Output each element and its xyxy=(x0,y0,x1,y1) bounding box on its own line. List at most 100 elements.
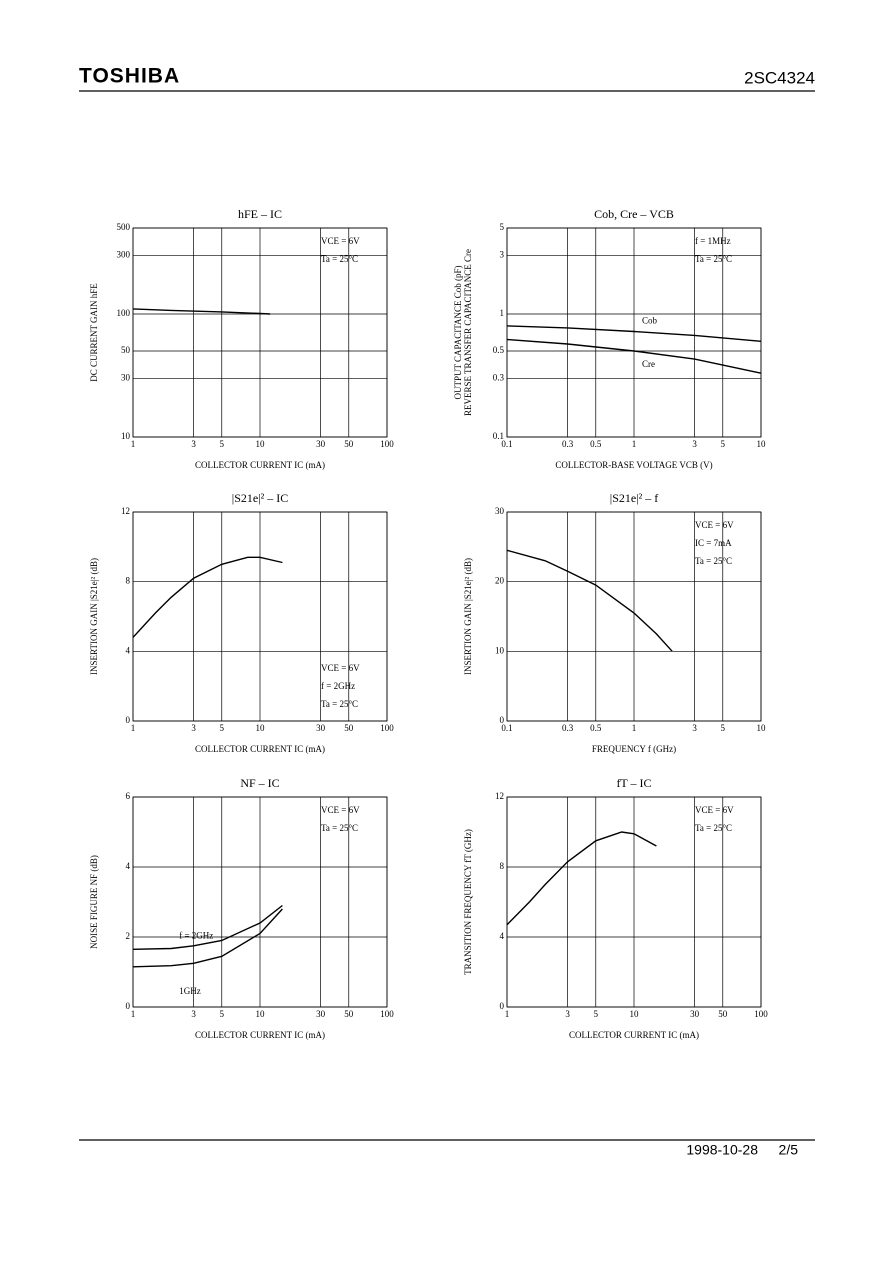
y-tick-label: 0 xyxy=(126,715,131,725)
curve xyxy=(132,308,271,315)
x-tick-label: 3 xyxy=(692,439,697,449)
y-tick-label: 2 xyxy=(126,931,131,941)
annotation: VCE = 6V xyxy=(321,805,360,815)
y-tick-label: 8 xyxy=(126,576,131,586)
x-tick-label: 10 xyxy=(757,723,767,733)
part-number: 2SC4324 xyxy=(744,68,815,87)
x-tick-label: 0.5 xyxy=(590,723,602,733)
y-tick-label: 12 xyxy=(121,506,130,516)
y-axis-label: INSERTION GAIN |S21e|² (dB) xyxy=(463,558,473,675)
y-tick-label: 4 xyxy=(126,861,131,871)
x-tick-label: 30 xyxy=(316,723,326,733)
x-axis-label: COLLECTOR CURRENT IC (mA) xyxy=(569,1030,699,1040)
x-tick-label: 3 xyxy=(692,723,697,733)
y-tick-label: 0 xyxy=(500,715,505,725)
x-tick-label: 100 xyxy=(380,723,394,733)
y-tick-label: 6 xyxy=(126,791,131,801)
curve xyxy=(132,908,283,968)
x-tick-label: 3 xyxy=(191,723,196,733)
y-tick-label: 0.1 xyxy=(493,431,504,441)
annotation: Ta = 25°C xyxy=(695,823,732,833)
x-tick-label: 0.3 xyxy=(562,439,574,449)
y-tick-label: 0 xyxy=(500,1001,505,1011)
y-tick-label: 500 xyxy=(117,222,131,232)
series-label: f = 2GHz xyxy=(179,931,213,941)
x-tick-label: 1 xyxy=(632,439,637,449)
x-tick-label: 50 xyxy=(344,1009,354,1019)
annotation: Ta = 25°C xyxy=(321,699,358,709)
series-label: Cre xyxy=(642,359,655,369)
x-axis-label: FREQUENCY f (GHz) xyxy=(592,744,676,754)
x-tick-label: 1 xyxy=(131,723,136,733)
x-tick-label: 10 xyxy=(256,1009,266,1019)
x-tick-label: 50 xyxy=(344,723,354,733)
y-tick-label: 0.3 xyxy=(493,372,505,382)
chart-title: NF – IC xyxy=(240,776,279,790)
curve xyxy=(506,549,673,652)
annotation: Ta = 25°C xyxy=(321,823,358,833)
footer-date: 1998-10-28 xyxy=(686,1142,758,1158)
y-tick-label: 1 xyxy=(500,308,505,318)
y-tick-label: 0.5 xyxy=(493,345,505,355)
curve xyxy=(132,556,283,638)
y-tick-label: 50 xyxy=(121,345,131,355)
x-tick-label: 10 xyxy=(757,439,767,449)
annotation: Ta = 25°C xyxy=(695,254,732,264)
y-tick-label: 10 xyxy=(121,431,131,441)
x-tick-label: 0.1 xyxy=(501,723,512,733)
x-axis-label: COLLECTOR CURRENT IC (mA) xyxy=(195,744,325,754)
x-tick-label: 100 xyxy=(380,1009,394,1019)
x-tick-label: 30 xyxy=(690,1009,700,1019)
curve xyxy=(506,831,657,926)
x-tick-label: 30 xyxy=(316,439,326,449)
x-axis-label: COLLECTOR CURRENT IC (mA) xyxy=(195,460,325,470)
y-tick-label: 8 xyxy=(500,861,505,871)
annotation: f = 2GHz xyxy=(321,681,355,691)
y-tick-label: 0 xyxy=(126,1001,131,1011)
curve xyxy=(506,325,762,342)
x-tick-label: 3 xyxy=(191,1009,196,1019)
chart-title: hFE – IC xyxy=(238,207,282,221)
y-axis-label: INSERTION GAIN |S21e|² (dB) xyxy=(89,558,99,675)
x-tick-label: 10 xyxy=(256,439,266,449)
x-tick-label: 5 xyxy=(594,1009,599,1019)
annotation: VCE = 6V xyxy=(321,236,360,246)
x-tick-label: 3 xyxy=(565,1009,570,1019)
chart-title: fT – IC xyxy=(616,776,651,790)
x-tick-label: 5 xyxy=(220,723,225,733)
x-tick-label: 1 xyxy=(131,1009,136,1019)
x-tick-label: 1 xyxy=(505,1009,510,1019)
curve xyxy=(132,904,283,950)
y-tick-label: 30 xyxy=(121,372,131,382)
annotation: VCE = 6V xyxy=(695,805,734,815)
series-label: Cob xyxy=(642,316,658,326)
x-tick-label: 0.3 xyxy=(562,723,574,733)
annotation: Ta = 25°C xyxy=(321,254,358,264)
annotation: VCE = 6V xyxy=(695,520,734,530)
y-axis-label: NOISE FIGURE NF (dB) xyxy=(89,855,99,949)
chart-title: |S21e|² – f xyxy=(610,491,658,505)
x-tick-label: 10 xyxy=(256,723,266,733)
x-tick-label: 50 xyxy=(344,439,354,449)
chart-title: Cob, Cre – VCB xyxy=(594,207,674,221)
x-tick-label: 10 xyxy=(630,1009,640,1019)
x-axis-label: COLLECTOR CURRENT IC (mA) xyxy=(195,1030,325,1040)
y-tick-label: 4 xyxy=(126,645,131,655)
x-tick-label: 0.1 xyxy=(501,439,512,449)
y-axis-label: DC CURRENT GAIN hFE xyxy=(89,283,99,382)
y-tick-label: 100 xyxy=(117,308,131,318)
x-tick-label: 3 xyxy=(191,439,196,449)
x-tick-label: 30 xyxy=(316,1009,326,1019)
x-axis-label: COLLECTOR-BASE VOLTAGE VCB (V) xyxy=(555,460,712,470)
y-tick-label: 3 xyxy=(500,249,505,259)
x-tick-label: 100 xyxy=(380,439,394,449)
y-tick-label: 4 xyxy=(500,931,505,941)
chart-title: |S21e|² – IC xyxy=(232,491,288,505)
x-tick-label: 5 xyxy=(220,439,225,449)
y-axis-label: TRANSITION FREQUENCY fT (GHz) xyxy=(463,829,473,975)
annotation: VCE = 6V xyxy=(321,663,360,673)
x-tick-label: 1 xyxy=(131,439,136,449)
annotation: Ta = 25°C xyxy=(695,556,732,566)
